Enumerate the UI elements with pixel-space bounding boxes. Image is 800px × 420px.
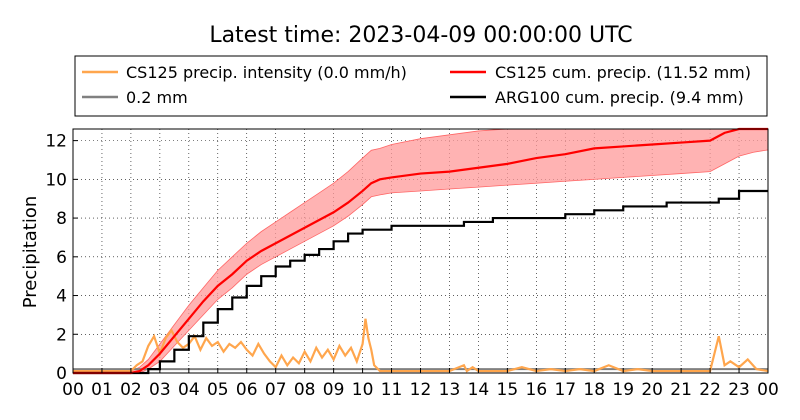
x-tick-label: 07: [265, 380, 287, 400]
y-tick-label: 8: [56, 209, 67, 229]
x-tick-label: 13: [439, 380, 461, 400]
x-tick-label: 15: [497, 380, 519, 400]
x-tick-label: 00: [757, 380, 779, 400]
x-tick-label: 16: [526, 380, 548, 400]
y-tick-label: 4: [56, 287, 67, 307]
x-tick-label: 17: [554, 380, 576, 400]
x-tick-label: 09: [323, 380, 345, 400]
x-tick-label: 23: [728, 380, 750, 400]
plot-area: [72, 127, 769, 375]
plot-frame: [72, 128, 769, 374]
x-tick-label: 04: [178, 380, 200, 400]
x-tick-label: 01: [91, 380, 113, 400]
x-tick-label: 03: [149, 380, 171, 400]
x-tick-label: 10: [352, 380, 374, 400]
legend-label-intensity: CS125 precip. intensity (0.0 mm/h): [126, 63, 407, 82]
x-tick-label: 02: [120, 380, 142, 400]
legend: CS125 precip. intensity (0.0 mm/h) 0.2 m…: [74, 55, 768, 117]
cs125-uncertainty-band: [72, 128, 769, 374]
legend-entry-intensity: CS125 precip. intensity (0.0 mm/h): [82, 63, 407, 82]
arg100-cum-line: [73, 189, 768, 375]
y-tick-label: 2: [56, 325, 67, 345]
x-tick-label: 08: [294, 380, 316, 400]
x-tick-label: 20: [641, 380, 663, 400]
x-tick-label: 06: [236, 380, 258, 400]
x-tick-label: 21: [670, 380, 692, 400]
x-tick-label: 11: [381, 380, 403, 400]
axis-ticks: 00 01 02 03 04 05 06 07 08 09 10 11 12 13 14 15 16 17 18 19…: [45, 132, 778, 400]
y-axis-label: Precipitation: [20, 196, 41, 309]
x-tick-label: 14: [468, 380, 490, 400]
y-tick-label: 6: [56, 248, 67, 268]
x-tick-label: 19: [612, 380, 634, 400]
x-tick-label: 05: [207, 380, 229, 400]
legend-box: [74, 55, 768, 117]
x-tick-label: 22: [699, 380, 721, 400]
intensity-line: [73, 318, 769, 373]
legend-label-threshold: 0.2 mm: [126, 88, 188, 107]
x-tick-label: 12: [410, 380, 432, 400]
x-tick-label: 18: [583, 380, 605, 400]
y-tick-label: 12: [45, 132, 67, 152]
cs125-cum-line: [73, 127, 768, 375]
x-tick-label: 00: [62, 380, 84, 400]
y-tick-label: 10: [45, 170, 67, 190]
chart-title: Latest time: 2023-04-09 00:00:00 UTC: [209, 23, 632, 48]
legend-entry-threshold: 0.2 mm: [82, 88, 188, 107]
legend-entry-cs125-cum: CS125 cum. precip. (11.52 mm): [450, 63, 751, 82]
legend-entry-arg100-cum: ARG100 cum. precip. (9.4 mm): [450, 88, 744, 107]
legend-label-arg100-cum: ARG100 cum. precip. (9.4 mm): [495, 88, 744, 107]
y-tick-label: 0: [56, 364, 67, 384]
legend-label-cs125-cum: CS125 cum. precip. (11.52 mm): [495, 63, 751, 82]
